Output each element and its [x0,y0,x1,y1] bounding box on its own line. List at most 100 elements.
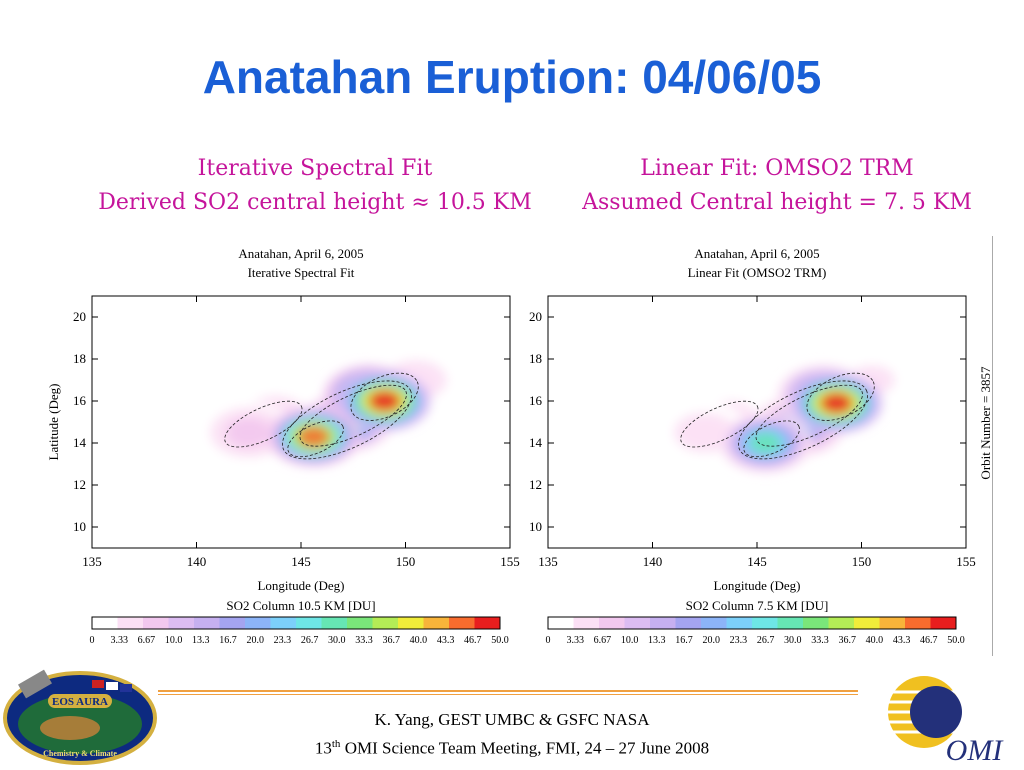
plume-blob [789,372,884,434]
colorbar-tick-label: 3.33 [110,635,128,646]
colorbar-cell [219,617,245,629]
plume-blob [797,377,876,429]
colorbar-cell [573,617,599,629]
plume-blob [229,385,323,447]
colorbar-tick-label: 40.0 [410,635,428,646]
footer-author: K. Yang, GEST UMBC & GSFC NASA [374,710,650,729]
y-axis-label: Latitude (Deg) [46,384,61,461]
plume-blob [681,417,729,448]
orbit-number-label: Orbit Number = 3857 [978,366,993,480]
plume-blob [689,422,721,443]
colorbar-cell [930,617,956,629]
x-tick-label: 150 [396,554,416,569]
colorbar-cell [752,617,778,629]
colorbar-cell [701,617,727,629]
plume-blob [749,432,781,454]
plume-blob [244,395,308,437]
colorbar-tick-label: 13.3 [648,635,666,646]
x-tick-label: 135 [538,554,558,569]
colorbar-tick-label: 23.3 [274,635,292,646]
plume-blob [236,390,315,442]
colorbar-cell [321,617,347,629]
colorbar-tick-label: 3.33 [566,635,584,646]
chart-subtitle: Linear Fit (OMSO2 TRM) [688,265,827,280]
plume-blob [718,412,813,474]
y-tick-label: 20 [529,309,542,324]
colorbar-tick-label: 40.0 [866,635,884,646]
colorbar-tick-label: 26.7 [301,635,319,646]
plume-blob [856,369,888,391]
x-tick-label: 155 [500,554,520,569]
plume-blob [300,391,394,453]
colorbar-cell [879,617,905,629]
contour [287,420,344,458]
plume-blob [354,384,386,405]
x-axis-label: Longitude (Deg) [713,578,800,593]
contour [755,384,863,447]
colorbar-cell [92,617,118,629]
plume-blob [297,426,330,447]
plume-blob [792,374,856,416]
plume-blob [800,379,848,411]
contour [743,420,800,458]
plume-blob [282,416,345,458]
plume-blob [808,384,840,405]
colorbar-frame [91,616,501,630]
colorbar-tick-label: 43.3 [437,635,455,646]
plume-blob [726,417,805,469]
left-caption: Iterative Spectral Fit Derived SO2 centr… [70,152,560,220]
colorbar-tick-label: 16.7 [219,635,237,646]
x-tick-label: 140 [187,554,207,569]
x-tick-label: 150 [852,554,872,569]
plume-blob [777,364,871,426]
plume-blob [323,406,371,438]
y-tick-label: 18 [73,351,86,366]
plume-blob [840,359,904,401]
plume-blob [685,385,779,447]
colorbar-tick-label: 0 [546,635,551,646]
right-caption: Linear Fit: OMSO2 TRM Assumed Central he… [552,152,1002,220]
colorbar-tick-label: 30.0 [784,635,802,646]
colorbar-tick-label: 36.7 [838,635,856,646]
contour-lines [224,372,419,460]
x-tick-label: 135 [82,554,102,569]
colorbar-cell [117,617,143,629]
contour-lines [680,372,875,460]
plume-blob [700,395,764,437]
chart-linear-fit: Anatahan, April 6, 2005 Linear Fit (OMSO2… [529,246,976,646]
plume-blob [217,412,280,453]
plume-blob [353,380,416,422]
plume-blob [813,387,860,419]
plume-blob [369,390,401,412]
colorbar-tick-label: 26.7 [757,635,775,646]
plume-blob [734,422,797,464]
x-tick-label: 145 [747,554,767,569]
colorbar-cell [624,617,650,629]
colorbar-tick-label: 30.0 [328,635,346,646]
colorbar-tick-label: 20.0 [702,635,720,646]
colorbar-cell [168,617,194,629]
plume-blob [376,354,455,406]
plume-blob [752,395,846,457]
plume-blob [692,390,771,442]
plume-blob [759,400,838,452]
colorbar-cell [548,617,574,629]
plume-blob [825,349,919,411]
colorbar-tick-label: 6.67 [594,635,612,646]
chart-iterative-fit: Anatahan, April 6, 2005 Iterative Spectra… [46,246,520,646]
colorbar-cell [905,617,931,629]
plume-blob [331,411,363,433]
colorbar-cell [270,617,296,629]
colorbar-frame [547,616,957,630]
plume-blob [290,421,337,453]
colorbar-tick-label: 10.0 [621,635,639,646]
svg-text:EOS AURA: EOS AURA [52,696,108,708]
plume-blob [307,396,386,448]
plume-blob [784,369,863,421]
y-tick-label: 18 [529,351,542,366]
plume-blob [400,369,432,391]
x-axis-label: Longitude (Deg) [257,578,344,593]
x-tick-label: 145 [291,554,311,569]
chart-title: Anatahan, April 6, 2005 [238,246,363,261]
